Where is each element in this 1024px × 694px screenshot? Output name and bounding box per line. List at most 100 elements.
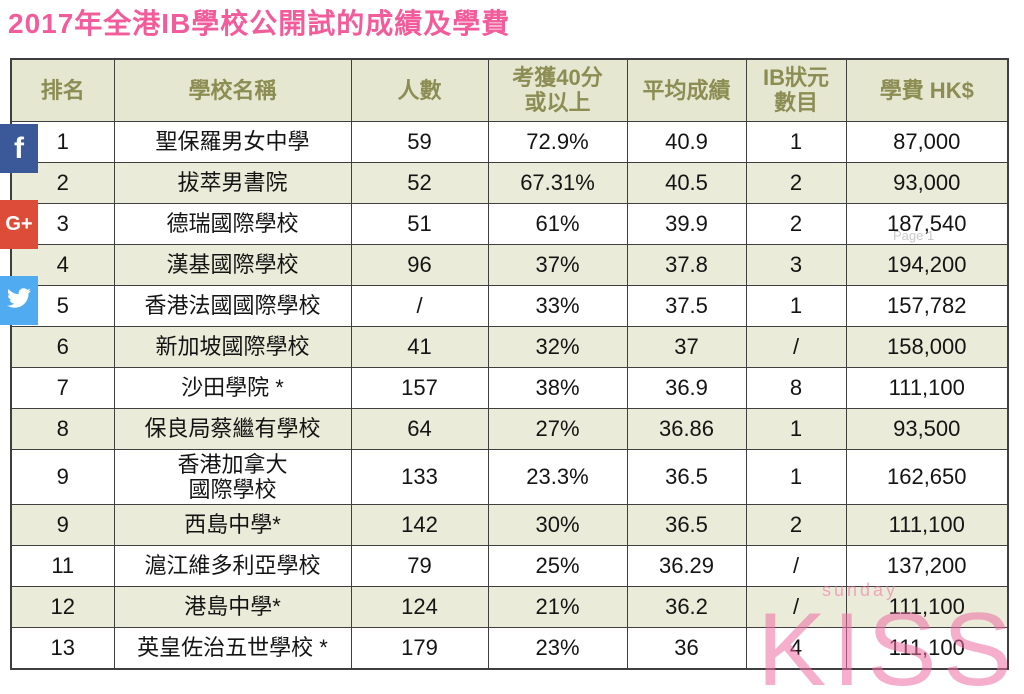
table-cell: 36.5 [626, 504, 747, 547]
table-cell: 157,782 [845, 284, 1009, 327]
table-cell: 67.31% [487, 161, 628, 204]
column-header-average: 平均成績 [626, 58, 747, 122]
table-cell: 香港法國國際學校 [113, 284, 352, 327]
twitter-icon [6, 286, 32, 315]
table-cell: 38% [487, 366, 628, 409]
table-cell: 36.86 [626, 407, 747, 450]
table-cell: 德瑞國際學校 [113, 202, 352, 245]
table-cell: 27% [487, 407, 628, 450]
table-cell: 111,100 [845, 366, 1009, 409]
table-cell: 194,200 [845, 243, 1009, 286]
table-cell: 61% [487, 202, 628, 245]
table-cell: 新加坡國際學校 [113, 325, 352, 368]
table-row: 13 英皇佐治五世學校 * 179 23% 36 4 111,100 [10, 627, 1009, 670]
table-cell: 64 [350, 407, 489, 450]
header-row: 排名 學校名稱 人數 考獲40分 或以上 平均成績 IB狀元 數目 學費 HK$ [10, 58, 1009, 122]
table-cell: 4 [745, 627, 847, 670]
table-cell: 1 [745, 448, 847, 506]
table-row: 11 滬江維多利亞學校 79 25% 36.29/137,200 [10, 545, 1009, 588]
column-header-40plus: 考獲40分 或以上 [487, 58, 628, 122]
table-cell: 1 [745, 284, 847, 327]
column-header-fee: 學費 HK$ [845, 58, 1009, 122]
table-cell: 37% [487, 243, 628, 286]
table-cell: 142 [350, 504, 489, 547]
table-cell: 聖保羅男女中學 [113, 120, 352, 163]
table-row: 3 德瑞國際學校 51 61% 39.9 2 187,540 [10, 202, 1009, 245]
table-cell: 6 [10, 325, 115, 368]
table-cell: 59 [350, 120, 489, 163]
ib-results-table: 排名 學校名稱 人數 考獲40分 或以上 平均成績 IB狀元 數目 學費 HK$… [10, 58, 1009, 670]
table-cell: 沙田學院 * [113, 366, 352, 409]
table-cell: / [745, 545, 847, 588]
column-header-rank: 排名 [10, 58, 115, 122]
table-cell: 21% [487, 586, 628, 629]
table-cell: 2 [745, 504, 847, 547]
table-cell: 漢基國際學校 [113, 243, 352, 286]
table-cell: 香港加拿大 國際學校 [113, 448, 352, 506]
table-cell: 137,200 [845, 545, 1009, 588]
table-row: 5 香港法國國際學校/33% 37.5 1 157,782 [10, 284, 1009, 327]
table-cell: 36.9 [626, 366, 747, 409]
table-row: 2 拔萃男書院 52 67.31% 40.5 2 93,000 [10, 161, 1009, 204]
facebook-share-button[interactable]: f [0, 124, 38, 173]
table-cell: 111,100 [845, 627, 1009, 670]
table-cell: 179 [350, 627, 489, 670]
table-cell: 23.3% [487, 448, 628, 506]
twitter-share-button[interactable] [0, 276, 38, 325]
table-cell: 162,650 [845, 448, 1009, 506]
ib-results-table-container: 排名 學校名稱 人數 考獲40分 或以上 平均成績 IB狀元 數目 學費 HK$… [10, 58, 1009, 670]
table-row: 9 香港加拿大 國際學校 133 23.3% 36.5 1 162,650 [10, 448, 1009, 506]
table-cell: 36.2 [626, 586, 747, 629]
table-cell: 23% [487, 627, 628, 670]
table-cell: 37 [626, 325, 747, 368]
table-row: 1 聖保羅男女中學 59 72.9% 40.9 1 87,000 [10, 120, 1009, 163]
table-cell: 157 [350, 366, 489, 409]
table-cell: 33% [487, 284, 628, 327]
table-cell: 36.5 [626, 448, 747, 506]
table-row: 7 沙田學院 * 157 38% 36.9 8 111,100 [10, 366, 1009, 409]
table-row: 8 保良局蔡繼有學校 64 27% 36.86 1 93,500 [10, 407, 1009, 450]
table-cell: / [350, 284, 489, 327]
googleplus-icon: G+ [5, 213, 33, 235]
table-cell: 51 [350, 202, 489, 245]
table-row: 4 漢基國際學校 96 37% 37.8 3 194,200 [10, 243, 1009, 286]
table-cell: 93,000 [845, 161, 1009, 204]
table-cell: 87,000 [845, 120, 1009, 163]
table-cell: 187,540 [845, 202, 1009, 245]
table-cell: 13 [10, 627, 115, 670]
table-row: 6 新加坡國際學校 41 32% 37/158,000 [10, 325, 1009, 368]
table-cell: 40.5 [626, 161, 747, 204]
column-header-top-scorers: IB狀元 數目 [745, 58, 847, 122]
table-cell: 93,500 [845, 407, 1009, 450]
table-cell: 40.9 [626, 120, 747, 163]
social-share-bar: f G+ [0, 124, 38, 352]
table-cell: 37.5 [626, 284, 747, 327]
table-cell: 111,100 [845, 504, 1009, 547]
table-cell: 8 [745, 366, 847, 409]
table-cell: 133 [350, 448, 489, 506]
table-body: 1 聖保羅男女中學 59 72.9% 40.9 1 87,000 2 拔萃男書院 52 67.31%… [10, 120, 1009, 670]
table-cell: 25% [487, 545, 628, 588]
table-cell: 3 [745, 243, 847, 286]
table-cell: 72.9% [487, 120, 628, 163]
table-cell: / [745, 586, 847, 629]
table-cell: 111,100 [845, 586, 1009, 629]
table-cell: 96 [350, 243, 489, 286]
table-cell: 37.8 [626, 243, 747, 286]
googleplus-share-button[interactable]: G+ [0, 200, 38, 249]
table-cell: 7 [10, 366, 115, 409]
table-cell: 保良局蔡繼有學校 [113, 407, 352, 450]
facebook-icon: f [14, 131, 24, 165]
table-cell: 8 [10, 407, 115, 450]
table-cell: 52 [350, 161, 489, 204]
table-cell: 2 [745, 161, 847, 204]
table-cell: / [745, 325, 847, 368]
table-cell: 12 [10, 586, 115, 629]
table-cell: 拔萃男書院 [113, 161, 352, 204]
table-cell: 36.29 [626, 545, 747, 588]
table-cell: 11 [10, 545, 115, 588]
table-cell: 41 [350, 325, 489, 368]
table-cell: 9 [10, 448, 115, 506]
table-cell: 9 [10, 504, 115, 547]
table-row: 9 西島中學* 142 30% 36.5 2 111,100 [10, 504, 1009, 547]
